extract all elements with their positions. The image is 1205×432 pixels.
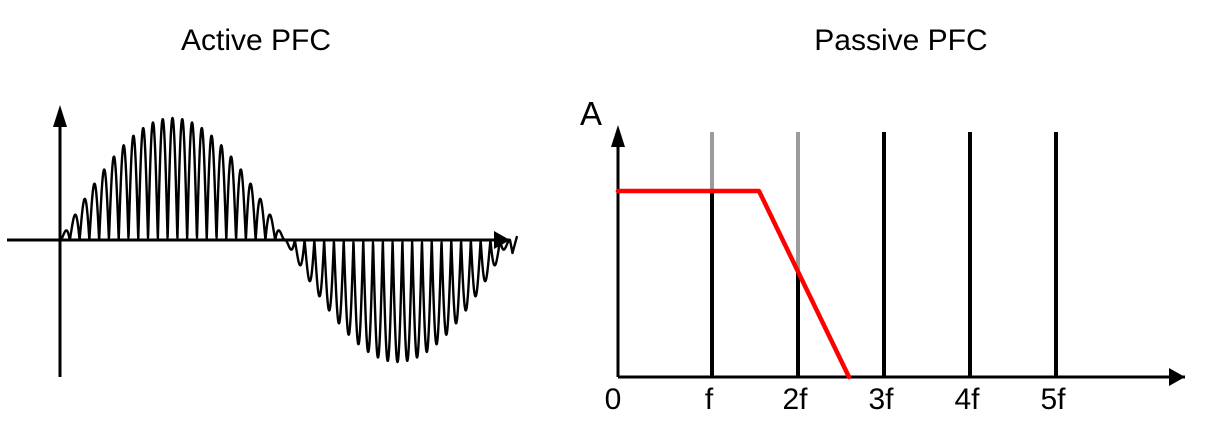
svg-text:0: 0: [605, 383, 622, 416]
svg-text:f: f: [705, 383, 714, 416]
svg-text:4f: 4f: [954, 383, 980, 416]
svg-text:5f: 5f: [1040, 383, 1066, 416]
svg-text:3f: 3f: [868, 383, 894, 416]
svg-text:A: A: [580, 95, 602, 132]
svg-text:2f: 2f: [782, 383, 808, 416]
